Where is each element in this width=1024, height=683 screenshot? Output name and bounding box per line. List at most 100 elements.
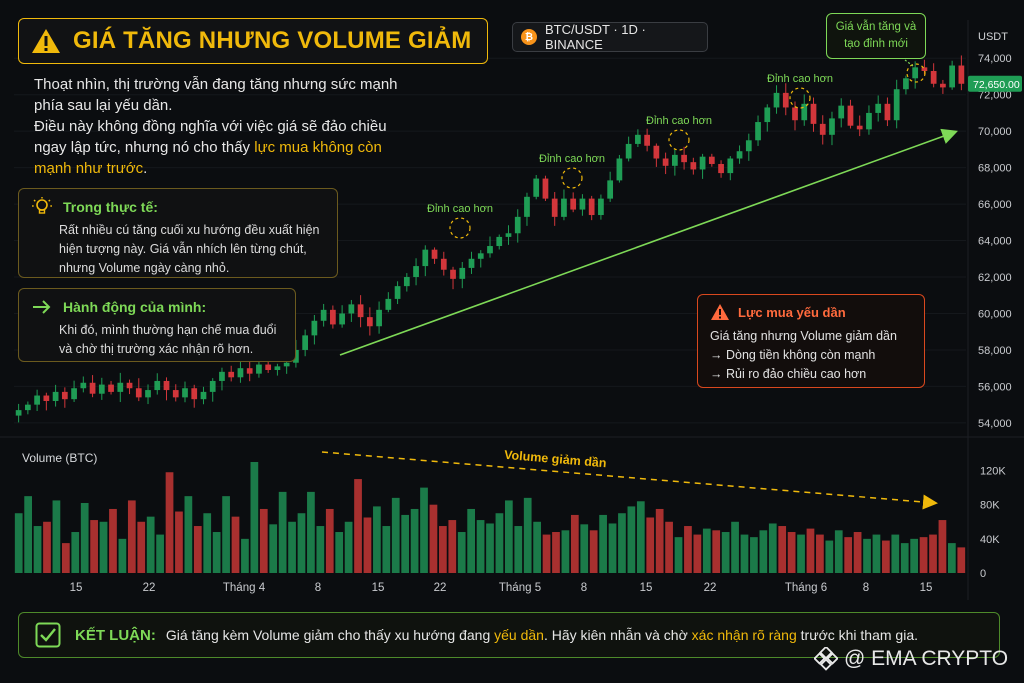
candle-down [690,162,697,170]
volume-bar [241,538,249,573]
candle-up [598,198,604,216]
volume-bar [439,526,447,573]
volume-bar [335,532,344,573]
conclusion-label: KẾT LUẬN: [75,626,156,644]
price-tick-label: 60,000 [978,308,1012,320]
candle-down [228,371,235,378]
new-peak-line: Giá vẫn tăng và [835,21,917,33]
candle-down [366,317,373,327]
x-tick-label: Tháng 4 [223,582,266,594]
candle-down [782,92,789,108]
candle-down [450,269,456,279]
volume-bar [938,520,947,573]
weak-line: → Dòng tiền không còn mạnh [710,348,876,362]
volume-bar [665,521,673,573]
volume-bar [14,513,23,573]
reality-body: Rất nhiều cú tăng cuối xu hướng đều xuất… [31,221,325,278]
volume-bar [684,526,692,573]
candle-up [524,196,530,217]
volume-bar [212,532,221,573]
candle-down [330,309,336,325]
peak-label: Đỉnh cao hơn [539,153,605,165]
volume-bar [552,532,560,573]
volume-bar [278,491,287,573]
candle-up [487,246,493,254]
intro-text: Thoạt nhìn, thị trường vẫn đang tăng như… [34,74,434,179]
candle-up [514,216,521,234]
candle-up [838,105,845,119]
weak-line: Giá tăng nhưng Volume giảm dần [710,329,897,343]
intro-text-span: ngay lập tức, nhưng nó cho thấy [34,139,255,156]
candle-up [829,118,835,135]
candle-up [145,390,151,398]
candle-down [921,67,928,71]
volume-bar [316,526,325,573]
volume-bar [184,496,193,573]
candle-up [727,158,734,174]
candle-down [357,304,364,318]
candle-up [736,151,743,159]
conclusion-span: Giá tăng kèm Volume giảm cho thấy xu hướ… [165,627,495,643]
volume-bar [919,537,928,573]
volume-bar [618,513,626,573]
volume-bar [156,534,164,573]
title-banner: GIÁ TĂNG NHƯNG VOLUME GIẢM [18,18,488,64]
action-line: và chờ thị trường xác nhận rõ hơn. [59,342,254,356]
volume-bar [863,538,871,573]
volume-tick-label: 0 [980,568,986,580]
reality-heading-text: Trong thực tế: [63,199,158,215]
last-price-badge [968,75,1022,92]
volume-bar [721,532,730,573]
volume-bar [325,508,334,573]
volume-bar [33,526,42,573]
volume-bar [269,524,278,573]
candle-down [43,395,50,402]
candle-down [172,390,179,398]
candle-up [755,122,761,141]
checkbox-icon [35,622,61,648]
intro-line: mạnh như trước. [34,158,434,179]
candle-up [52,391,59,402]
volume-bar [627,506,636,573]
volume-bar [561,530,570,573]
action-card: Hành động của mình: Khi đó, mình thường … [18,288,296,362]
candle-up [154,380,161,391]
intro-text-span: . [143,160,148,177]
candle-up [866,112,872,130]
intro-line: Điều này không đồng nghĩa với việc giá s… [34,118,387,135]
volume-bar [740,534,749,573]
volume-bar [401,514,410,573]
volume-bar [750,537,758,573]
volume-bar [71,532,80,573]
intro-highlight: mạnh như trước [34,160,144,177]
candle-up [903,78,909,90]
x-tick-label: 15 [70,582,83,594]
candle-up [616,158,623,181]
candle-up [320,309,327,321]
volume-bar [853,532,862,573]
volume-bar [373,506,381,573]
candle-up [376,309,382,327]
candle-up [117,382,124,392]
volume-bar [259,508,268,573]
volume-bar [99,521,108,573]
conclusion-span: . Hãy kiên nhẫn và chờ [543,627,692,643]
volume-bar [448,520,457,573]
symbol-pill[interactable]: ₿ BTC/USDT · 1D · BINANCE [512,22,708,52]
volume-bar [429,504,438,573]
candle-up [385,298,392,310]
volume-bar [542,534,551,573]
candle-up [533,178,540,197]
symbol-label: BTC/USDT · 1D · BINANCE [544,22,646,52]
volume-bar [467,508,476,573]
candle-down [792,107,798,121]
candle-up [403,277,410,287]
last-price-label: 72,650.00 [973,79,1020,91]
peak-label: Đỉnh cao hơn [646,115,712,127]
volume-bar [504,500,513,573]
volume-bar [731,521,739,573]
candle-down [940,83,946,88]
new-peak-marker [906,63,926,83]
peak-label: Đỉnh cao hơn [427,203,493,215]
candle-up [764,107,771,123]
